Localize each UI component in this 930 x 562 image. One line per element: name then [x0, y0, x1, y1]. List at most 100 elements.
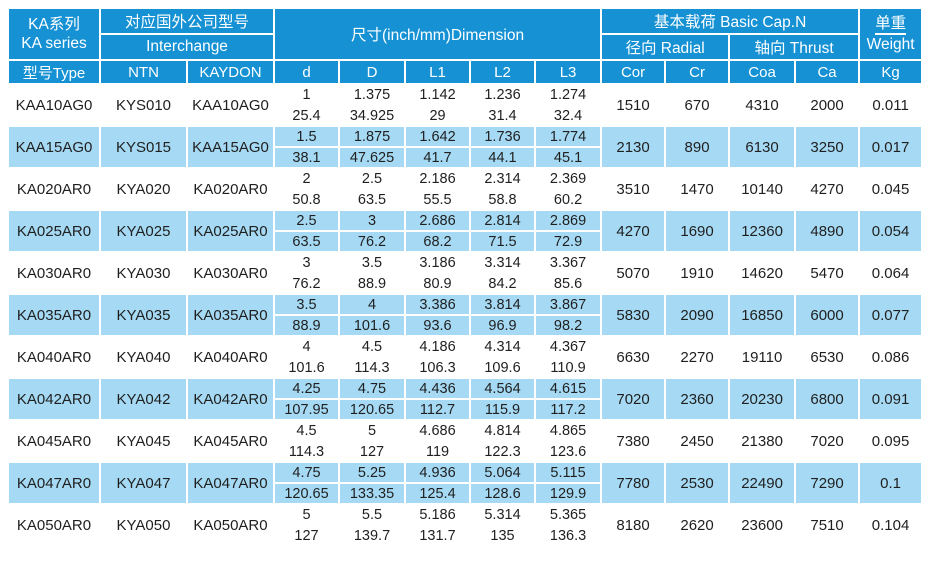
cell-d-mm: 50.8	[275, 190, 339, 209]
cell-kaydon: KA020AR0	[188, 169, 274, 209]
cell-L2-mm: 109.6	[471, 358, 535, 377]
table-row-mm: 101.6 114.3 106.3 109.6 110.9	[9, 358, 921, 377]
header-series-en: KA series	[21, 35, 87, 52]
cell-kaydon: KA030AR0	[188, 253, 274, 293]
cell-L1-mm: 93.6	[406, 316, 470, 335]
cell-coa: 6130	[730, 127, 795, 167]
cell-coa: 23600	[730, 505, 795, 545]
cell-d-inch: 4.75	[275, 463, 339, 482]
cell-L3-mm: 85.6	[536, 274, 601, 293]
cell-kg: 0.104	[860, 505, 922, 545]
cell-L2-inch: 2.814	[471, 211, 535, 230]
cell-D-mm: 76.2	[340, 232, 405, 251]
cell-cr: 2090	[666, 295, 729, 335]
cell-D-inch: 4	[340, 295, 405, 314]
cell-kaydon: KA035AR0	[188, 295, 274, 335]
cell-D-inch: 2.5	[340, 169, 405, 188]
cell-kaydon: KAA15AG0	[188, 127, 274, 167]
cell-cr: 2270	[666, 337, 729, 377]
table-row-mm: 38.1 47.625 41.7 44.1 45.1	[9, 148, 921, 167]
cell-ntn: KYA050	[101, 505, 186, 545]
cell-coa: 19110	[730, 337, 795, 377]
cell-d-inch: 1	[275, 85, 339, 104]
cell-ntn: KYA040	[101, 337, 186, 377]
cell-kg: 0.064	[860, 253, 922, 293]
header-weight-en: Weight	[866, 36, 915, 53]
cell-L1-mm: 29	[406, 106, 470, 125]
cell-D-mm: 114.3	[340, 358, 405, 377]
table-row: KA020AR0 KYA020 KA020AR0 2 2.5 2.186 2.314 2.36…	[9, 169, 922, 209]
table-row: KA047AR0 KYA047 KA047AR0 4.75 5.25 4.936 5.064…	[9, 463, 922, 503]
cell-kg: 0.054	[860, 211, 922, 251]
cell-ntn: KYA035	[101, 295, 186, 335]
cell-cr: 2620	[666, 505, 729, 545]
cell-cor: 7380	[602, 421, 665, 461]
cell-L1-mm: 68.2	[406, 232, 470, 251]
cell-type: KA047AR0	[9, 463, 99, 503]
cell-kg: 0.091	[860, 379, 922, 419]
col-header-cor: Cor	[602, 61, 665, 83]
cell-ca: 6530	[796, 337, 859, 377]
cell-kg: 0.095	[860, 421, 922, 461]
cell-L2-mm: 71.5	[471, 232, 535, 251]
col-header-L2: L2	[471, 61, 535, 83]
header-dimension: 尺寸(inch/mm)Dimension	[275, 9, 601, 59]
cell-L2-mm: 58.8	[471, 190, 535, 209]
table-row-mm: 88.9 101.6 93.6 96.9 98.2	[9, 316, 921, 335]
cell-d-mm: 38.1	[275, 148, 339, 167]
cell-L3-inch: 4.865	[536, 421, 601, 440]
cell-type: KA042AR0	[9, 379, 99, 419]
col-header-D: D	[340, 61, 405, 83]
cell-D-inch: 1.875	[340, 127, 405, 146]
cell-L3-mm: 123.6	[536, 442, 601, 461]
cell-D-mm: 133.35	[340, 484, 405, 503]
cell-L3-inch: 5.115	[536, 463, 601, 482]
cell-L3-inch: 1.774	[536, 127, 601, 146]
cell-coa: 16850	[730, 295, 795, 335]
table-body: KAA10AG0 KYS010 KAA10AG0 1 1.375 1.142 1.236 1.…	[9, 85, 922, 545]
cell-kaydon: KA025AR0	[188, 211, 274, 251]
cell-L1-inch: 4.436	[406, 379, 470, 398]
cell-L1-mm: 119	[406, 442, 470, 461]
cell-L2-inch: 4.814	[471, 421, 535, 440]
bearing-spec-table: KA系列 KA series 对应国外公司型号 尺寸(inch/mm)Dimen…	[7, 7, 923, 547]
col-header-L3: L3	[536, 61, 601, 83]
cell-ntn: KYA047	[101, 463, 186, 503]
cell-L1-inch: 4.686	[406, 421, 470, 440]
cell-ntn: KYA045	[101, 421, 186, 461]
cell-kaydon: KA050AR0	[188, 505, 274, 545]
cell-D-inch: 5.25	[340, 463, 405, 482]
table-row-mm: 127 139.7 131.7 135 136.3	[9, 526, 921, 545]
cell-d-mm: 114.3	[275, 442, 339, 461]
cell-coa: 4310	[730, 85, 795, 125]
header-radial: 径向 Radial	[602, 35, 729, 59]
cell-L1-inch: 4.936	[406, 463, 470, 482]
cell-ca: 4890	[796, 211, 859, 251]
cell-type: KA040AR0	[9, 337, 99, 377]
cell-L2-inch: 5.314	[471, 505, 535, 524]
cell-type: KA035AR0	[9, 295, 99, 335]
cell-L2-mm: 96.9	[471, 316, 535, 335]
cell-d-inch: 3	[275, 253, 339, 272]
cell-L2-inch: 4.564	[471, 379, 535, 398]
cell-L1-inch: 1.642	[406, 127, 470, 146]
cell-L3-inch: 2.369	[536, 169, 601, 188]
table-row: KA025AR0 KYA025 KA025AR0 2.5 3 2.686 2.814 2.86…	[9, 211, 922, 251]
cell-D-inch: 5	[340, 421, 405, 440]
cell-L3-mm: 110.9	[536, 358, 601, 377]
cell-d-mm: 88.9	[275, 316, 339, 335]
cell-L3-inch: 1.274	[536, 85, 601, 104]
cell-ntn: KYA030	[101, 253, 186, 293]
cell-ca: 7510	[796, 505, 859, 545]
cell-type: KA045AR0	[9, 421, 99, 461]
cell-L2-inch: 4.314	[471, 337, 535, 356]
cell-D-inch: 3	[340, 211, 405, 230]
cell-L1-mm: 80.9	[406, 274, 470, 293]
col-header-ca: Ca	[796, 61, 859, 83]
cell-L1-inch: 4.186	[406, 337, 470, 356]
col-header-type: 型号Type	[9, 61, 99, 83]
cell-cr: 1910	[666, 253, 729, 293]
table-header: KA系列 KA series 对应国外公司型号 尺寸(inch/mm)Dimen…	[9, 9, 922, 83]
cell-cr: 2530	[666, 463, 729, 503]
